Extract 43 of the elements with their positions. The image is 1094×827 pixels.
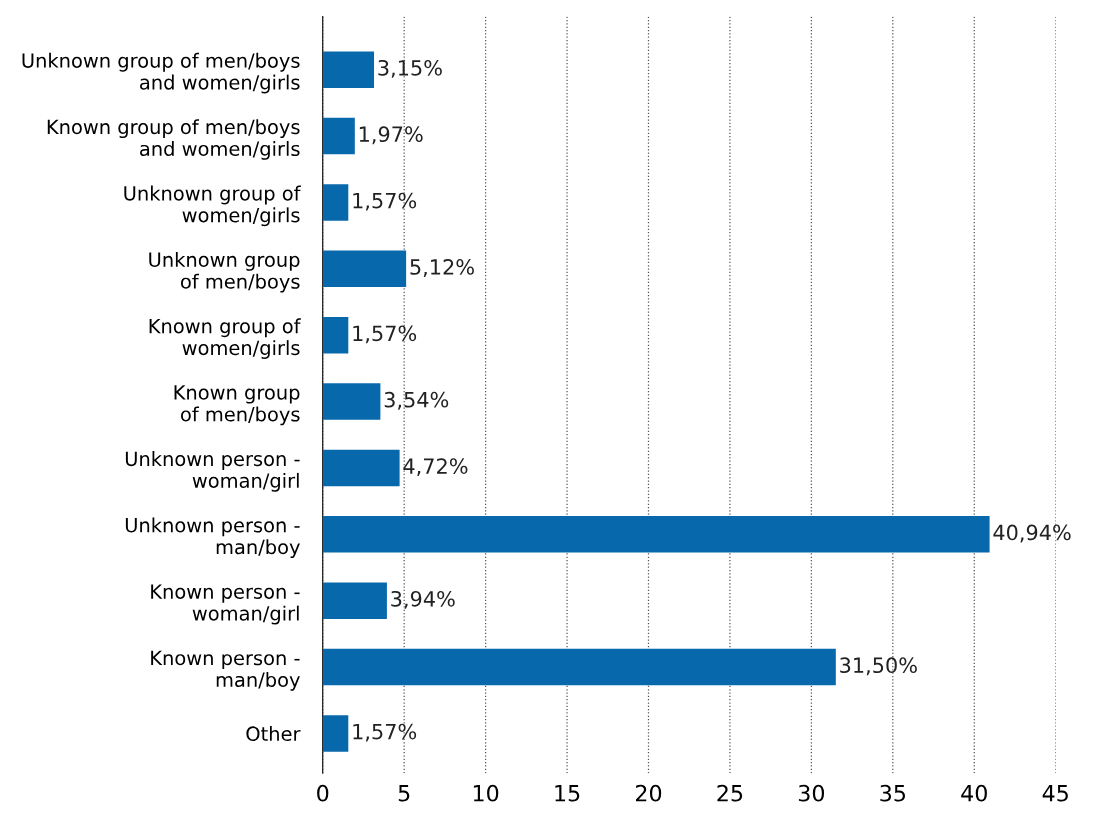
- bar: [322, 582, 387, 619]
- x-tick-label: 45: [1042, 785, 1068, 802]
- data-label: 3,15%: [378, 59, 442, 78]
- bar: [322, 117, 355, 155]
- y-tick-label: Unknown person - woman/girl: [125, 451, 300, 492]
- data-label: 1,97%: [359, 126, 423, 145]
- y-tick-label: Other: [246, 726, 301, 742]
- data-label: 40,94%: [993, 524, 1071, 543]
- y-tick-label: Unknown person - man/boy: [125, 517, 300, 559]
- y-tick-label: Known person - woman/girl: [151, 584, 300, 625]
- data-label: 1,57%: [353, 192, 417, 211]
- y-tick-label: Known group of women/girls: [149, 318, 301, 359]
- data-label: 3,54%: [384, 391, 449, 410]
- y-tick-label: Unknown group of men/boys: [149, 251, 300, 293]
- data-label: 31,50%: [840, 657, 917, 676]
- bar: [322, 316, 349, 354]
- bar: [322, 715, 349, 752]
- x-tick-label: 10: [473, 784, 499, 802]
- x-tick-label: 30: [798, 784, 825, 802]
- x-tick-label: 40: [961, 784, 987, 802]
- y-tick-label: Unknown group of women/girls: [124, 185, 301, 227]
- x-tick-label: 25: [717, 784, 743, 802]
- x-tick-label: 20: [635, 784, 662, 802]
- data-label: 3,94%: [391, 590, 455, 609]
- bar: [322, 648, 836, 686]
- y-tick-label: Known group of men/boys: [174, 385, 300, 426]
- bar: [322, 184, 349, 221]
- x-tick-label: 15: [555, 785, 580, 802]
- data-label: 1,57%: [353, 325, 417, 344]
- bar: [322, 250, 407, 288]
- y-tick-label: Known person - man/boy: [151, 650, 300, 691]
- data-label: 5,12%: [410, 259, 474, 277]
- bar: [322, 516, 990, 553]
- x-tick-label: 35: [880, 784, 906, 802]
- bar: [322, 51, 375, 88]
- y-tick-label: Known group of men/boys and women/girls: [47, 119, 300, 160]
- x-tick-label: 5: [398, 785, 410, 802]
- data-label: 4,72%: [403, 458, 468, 477]
- data-label: 1,57%: [353, 723, 417, 742]
- y-tick-label: Unknown group of men/boys and women/girls: [22, 52, 300, 94]
- x-tick-label: 0: [317, 784, 329, 802]
- bar: [322, 383, 381, 420]
- bar: [322, 449, 400, 487]
